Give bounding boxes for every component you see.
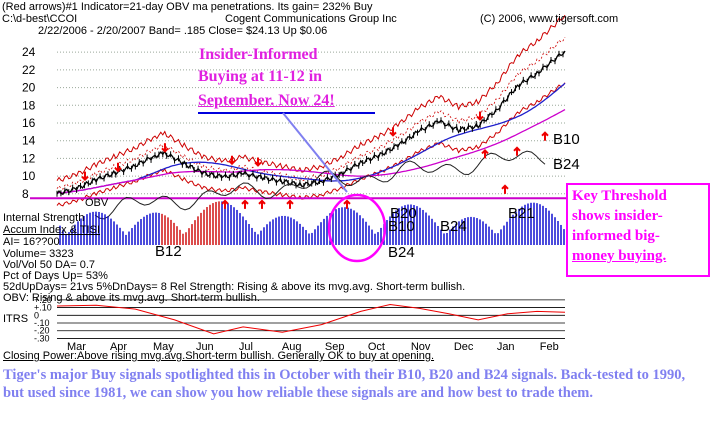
y-tick-label: 18 <box>22 98 36 112</box>
pct-days-up-label: Pct of Days Up= 53% <box>3 270 108 282</box>
signal-arrow <box>501 184 509 194</box>
moving-averages <box>30 82 568 200</box>
accum-index-bars <box>59 193 565 263</box>
signal-arrow <box>81 171 89 182</box>
month-tick-label: May <box>153 341 174 353</box>
callout-line-1: Insider-Informed <box>199 46 318 63</box>
y-tick-label: 16 <box>22 116 36 130</box>
month-tick-label: Aug <box>282 341 302 353</box>
mvg-magenta <box>56 109 566 195</box>
ai-label: AI= 16??00 <box>3 236 60 248</box>
header-copyright: (C) 2006, www.tigersoft.com <box>480 13 619 25</box>
itrs-tick-label: +.10 <box>34 303 52 313</box>
upper-band <box>56 14 566 182</box>
signal-b12: B12 <box>155 243 182 260</box>
itrs-line <box>56 303 566 335</box>
signal-arrow <box>254 157 262 167</box>
updays-label: 52dUpDays= 21vs 5%DnDays= 8 Rel Strength… <box>3 281 466 293</box>
itrs-panel: +.20+.100-.10-.20-.30 <box>34 295 566 343</box>
signal-arrow <box>481 149 489 159</box>
signal-arrow <box>343 199 351 209</box>
callout-line-2: Buying at 11-12 in <box>198 68 323 85</box>
price-axis-ticks: 8 10 12 14 16 18 20 22 24 <box>22 45 36 201</box>
header-path: C:\d-best\CCOI <box>2 13 78 25</box>
y-tick-label: 10 <box>22 169 36 183</box>
signal-b24-mid: B24 <box>440 218 467 235</box>
obv-line <box>94 150 546 220</box>
signal-b10-top: B10 <box>553 131 580 148</box>
signal-arrow <box>513 146 521 156</box>
bottom-caption: Tiger's major Buy signals spotlighted th… <box>3 367 686 401</box>
volume-label: Volume= 3323 <box>3 248 74 260</box>
itrs-tick-label: -.10 <box>34 318 50 328</box>
month-tick-label: Jun <box>196 341 214 353</box>
header-line-1: (Red arrows)#1 Indicator=21-day OBV ma p… <box>2 1 373 13</box>
signal-b10-mid: B10 <box>388 218 415 235</box>
obv-status-label: OBV: Rising & above its mvg.avg. Short-t… <box>3 292 260 304</box>
key-threshold-line-4: money buying. <box>572 248 667 264</box>
key-threshold-line-3: informed big- <box>572 228 660 244</box>
signal-arrow <box>228 155 236 166</box>
obv-label: OBV <box>85 197 109 209</box>
signal-arrow <box>241 199 249 209</box>
month-tick-label: Feb <box>540 341 559 353</box>
itrs-tick-label: -.20 <box>34 326 50 336</box>
month-tick-label: Apr <box>110 341 127 353</box>
key-threshold-line-1: Key Threshold <box>572 188 667 204</box>
month-tick-label: Oct <box>368 341 385 353</box>
y-tick-label: 24 <box>22 45 36 59</box>
signal-b24-low: B24 <box>388 244 415 261</box>
itrs-tick-label: 0 <box>34 310 39 320</box>
signal-arrow <box>541 131 549 141</box>
signal-arrow <box>221 199 229 209</box>
signal-arrows <box>81 111 549 209</box>
accum-index-label: Accum Index & TISI <box>3 224 101 236</box>
callout-line-3: September. Now 24! <box>198 92 335 109</box>
price-series <box>56 50 566 197</box>
y-tick-label: 8 <box>22 187 29 201</box>
header-company: Cogent Communications Group Inc <box>225 13 397 25</box>
signal-arrow <box>286 199 294 209</box>
callout-pointer <box>282 112 348 193</box>
closing-power-label: Closing Power:Above rising mvg.avg.Short… <box>3 350 435 362</box>
key-threshold-line-2: shows insider- <box>572 208 663 224</box>
signal-b24-top: B24 <box>553 156 580 173</box>
signal-b20-mid: B20 <box>390 205 417 222</box>
month-tick-label: Mar <box>67 341 86 353</box>
month-tick-label: Jan <box>497 341 515 353</box>
month-tick-label: Dec <box>454 341 474 353</box>
header-line-3: 2/22/2006 - 2/20/2007 Band= .185 Close= … <box>38 25 328 37</box>
y-tick-label: 22 <box>22 63 36 77</box>
price-bands <box>56 14 566 207</box>
signal-arrow <box>389 127 397 137</box>
month-tick-label: Sep <box>325 341 345 353</box>
mvg-blue <box>56 82 566 195</box>
month-tick-label: Jul <box>239 341 253 353</box>
month-axis-ticks: Mar Apr May Jun Jul Aug Sep Oct Nov Dec Jan Feb <box>67 341 559 353</box>
y-tick-label: 14 <box>22 134 36 148</box>
itrs-label: ITRS <box>3 313 29 325</box>
signal-arrow <box>258 199 266 209</box>
key-threshold-box: Key Threshold shows insider- informed bi… <box>566 183 710 277</box>
vol-ratio-label: Vol/Vol 50 DA= 0.7 <box>3 259 96 271</box>
month-tick-label: Nov <box>411 341 431 353</box>
signal-arrow <box>476 111 484 121</box>
accum-highlight-ellipse <box>327 193 387 263</box>
obv-trace <box>94 150 546 220</box>
signal-arrow <box>161 143 169 153</box>
y-tick-label: 20 <box>22 81 36 95</box>
internal-strength-label: Internal Strength <box>3 212 85 224</box>
itrs-tick-label: +.20 <box>34 295 52 305</box>
itrs-tick-label: -.30 <box>34 333 50 343</box>
signal-arrow <box>114 162 122 173</box>
y-tick-label: 12 <box>22 151 36 165</box>
signal-b21-mid: B21 <box>508 205 535 222</box>
